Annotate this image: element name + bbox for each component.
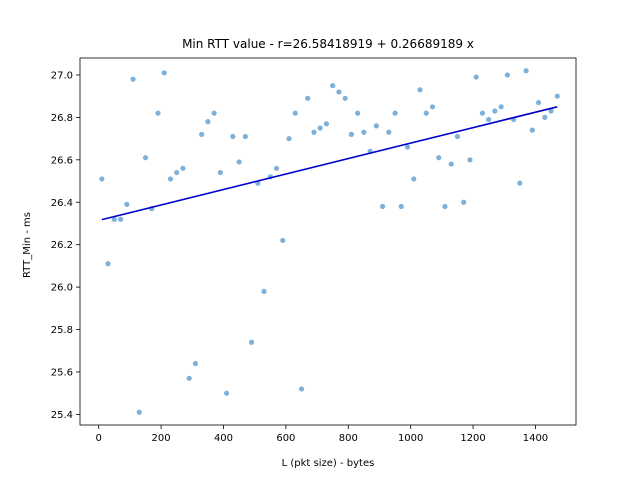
chart-title: Min RTT value - r=26.58418919 + 0.266891…	[182, 37, 474, 51]
data-point	[230, 133, 236, 140]
data-point	[373, 123, 379, 129]
data-point	[398, 203, 404, 210]
data-point	[479, 110, 486, 116]
data-point	[305, 95, 311, 101]
data-point	[442, 203, 448, 210]
y-tick-label: 26.2	[51, 240, 73, 251]
data-point	[155, 110, 161, 116]
x-tick-label: 1200	[460, 433, 485, 444]
data-point	[523, 68, 529, 74]
data-point	[117, 216, 124, 222]
y-axis-label: RTT_Min - ms	[22, 212, 33, 278]
plot-area: 0 200 400 600 800 1000 1200 1400 25.4 25.6 25.8 26.…	[51, 57, 577, 444]
data-point	[498, 104, 504, 110]
data-point	[386, 129, 392, 135]
data-point	[298, 386, 305, 392]
data-point	[292, 110, 298, 116]
data-point	[554, 93, 560, 99]
y-tick-label: 26.6	[51, 155, 73, 166]
y-tick-label: 26.4	[51, 198, 73, 209]
x-tick-label: 800	[339, 433, 358, 444]
data-point	[379, 203, 386, 210]
x-tick-label: 1000	[398, 433, 423, 444]
data-point	[317, 125, 323, 131]
data-point	[417, 87, 423, 93]
data-point	[136, 409, 142, 415]
data-point	[130, 76, 136, 82]
data-point	[174, 169, 180, 176]
data-point	[105, 261, 111, 267]
data-point	[404, 144, 411, 150]
data-point	[199, 131, 205, 137]
data-point	[355, 110, 361, 116]
data-point	[180, 165, 186, 171]
data-point	[224, 390, 230, 396]
y-tick-label: 26.8	[51, 113, 73, 124]
y-tick-label: 25.6	[51, 367, 73, 378]
data-point	[330, 82, 336, 89]
data-point	[142, 155, 149, 161]
data-point	[248, 339, 255, 345]
x-tick-label: 1400	[523, 433, 548, 444]
x-tick-label: 0	[96, 433, 102, 444]
x-axis-label: L (pkt size) - bytes	[282, 458, 375, 469]
data-point	[504, 72, 510, 78]
data-point	[236, 159, 242, 165]
data-point	[286, 136, 292, 142]
data-point	[186, 375, 192, 381]
data-point	[336, 89, 342, 95]
data-point	[467, 157, 473, 163]
data-point	[111, 216, 117, 222]
y-tick-label: 26.0	[51, 283, 73, 294]
data-point	[454, 133, 461, 140]
data-point	[211, 110, 217, 116]
data-point	[167, 176, 174, 182]
data-point	[535, 99, 542, 106]
y-tick-label: 25.8	[51, 325, 73, 336]
regression-line	[101, 106, 558, 221]
x-tick-label: 400	[214, 433, 233, 444]
data-point	[548, 108, 554, 114]
data-point	[342, 95, 348, 101]
data-point	[99, 176, 105, 182]
axes-frame	[79, 57, 577, 426]
data-point	[436, 155, 442, 161]
data-point	[273, 165, 280, 171]
data-point	[423, 110, 429, 116]
x-tick-label: 200	[152, 433, 171, 444]
y-tick-label: 25.4	[51, 410, 73, 421]
data-point	[323, 121, 330, 127]
data-point	[311, 129, 317, 135]
x-tick-label: 600	[276, 433, 295, 444]
data-point	[529, 127, 535, 133]
data-point	[492, 108, 498, 114]
data-point	[242, 133, 248, 140]
data-point	[542, 114, 548, 120]
y-tick-label: 27.0	[51, 70, 73, 81]
data-point	[161, 70, 167, 76]
data-point	[361, 129, 367, 135]
data-point	[411, 176, 417, 182]
data-point	[348, 131, 354, 137]
data-point	[461, 199, 467, 205]
data-point	[205, 119, 211, 125]
data-point	[261, 288, 267, 294]
data-point	[280, 237, 286, 244]
data-point	[448, 161, 454, 167]
data-point	[392, 110, 398, 116]
data-point	[486, 116, 492, 123]
data-point	[473, 74, 479, 80]
data-point	[192, 360, 199, 367]
data-point	[124, 201, 130, 207]
data-point	[217, 169, 223, 176]
data-point	[517, 180, 523, 186]
data-point	[429, 104, 436, 110]
